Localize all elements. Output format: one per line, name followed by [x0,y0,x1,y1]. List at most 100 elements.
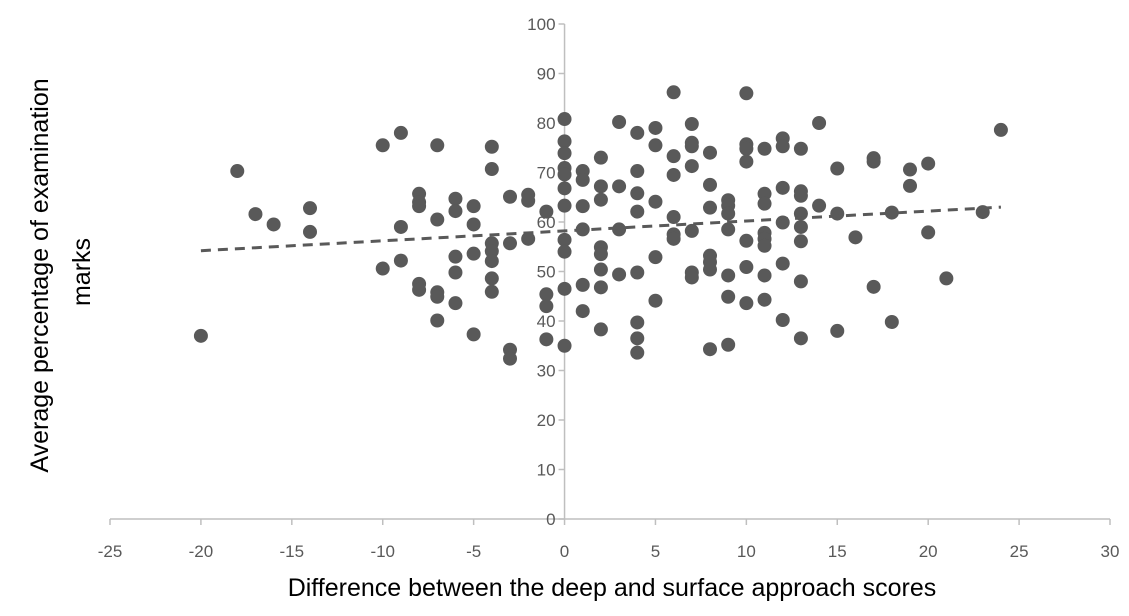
data-point [557,281,572,296]
data-point [466,217,481,232]
data-point [775,180,790,195]
data-point [757,186,772,201]
data-point [466,327,481,342]
x-tick-label: 15 [828,542,847,561]
y-tick-label: 40 [537,312,556,331]
x-tick-label: -20 [189,542,214,561]
data-point [248,207,263,222]
x-tick-label: -25 [98,542,123,561]
data-point [557,112,572,127]
data-point [575,277,590,292]
trendline-layer [200,205,1001,253]
data-point [612,115,627,130]
data-point [593,322,608,337]
data-point [921,225,936,240]
data-point [721,222,736,237]
data-point [793,274,808,289]
x-tick-label: 25 [1010,542,1029,561]
data-point [903,178,917,193]
data-point [666,149,681,164]
data-point [503,189,517,204]
data-point [703,200,717,215]
data-point [593,179,608,194]
x-tick-labels: -25 -20 -15 -10 -5 0 5 10 15 20 25 30 [98,519,1119,561]
data-point [666,167,681,182]
data-point [666,210,681,225]
data-point [484,284,499,299]
data-point [993,122,1008,137]
data-point [557,244,572,259]
data-point [793,234,808,249]
data-point [557,146,572,161]
data-point [684,159,699,174]
data-point [593,280,608,295]
data-point [684,223,699,238]
data-point [630,265,645,280]
x-tick-label: 10 [737,542,756,561]
data-point [630,331,645,346]
data-point [521,231,536,246]
y-tick-label: 90 [537,65,556,84]
data-point [521,193,536,208]
data-point [484,162,499,177]
data-point [648,120,663,135]
data-point [793,141,808,156]
y-tick-label: 20 [537,411,556,430]
data-point [903,162,917,177]
y-tick-label: 50 [537,263,556,282]
data-point [375,261,390,276]
data-point [757,268,772,283]
x-tick-label: -15 [280,542,305,561]
data-point [630,345,645,360]
data-point [503,236,517,251]
data-point [939,271,954,286]
data-point [266,217,281,232]
data-point [848,230,863,245]
data-point [484,271,499,286]
data-point [630,204,645,219]
data-point [648,138,663,153]
data-point [684,116,699,131]
data-point [739,260,754,275]
data-point [684,270,699,285]
data-point [557,232,572,247]
y-tick-label: 30 [537,362,556,381]
y-tick-label: 80 [537,114,556,133]
data-point [466,246,481,261]
data-point [430,138,445,153]
data-point [739,86,754,101]
data-point [866,279,881,294]
data-point [630,125,645,140]
data-point [393,125,408,140]
data-point [557,167,572,182]
data-point [448,249,463,264]
data-point [557,181,572,196]
data-point [775,313,790,328]
y-tick-label: 0 [546,510,555,529]
data-point [593,192,608,207]
data-point [539,287,554,302]
x-tick-label: 0 [560,542,569,561]
data-point [812,198,827,213]
data-point [739,296,754,311]
data-point [703,342,717,357]
data-point [430,313,445,328]
data-point [430,289,445,304]
data-point [630,315,645,330]
x-tick-label: 20 [919,542,938,561]
data-point [448,191,463,206]
data-point [703,145,717,160]
data-point [557,134,572,149]
data-point [648,293,663,308]
data-point [648,194,663,209]
data-point [775,139,790,154]
data-point [593,262,608,277]
data-point [793,188,808,203]
data-point [412,282,427,297]
data-point [757,196,772,211]
data-points [193,85,1008,366]
data-point [303,201,317,216]
data-point [393,219,408,234]
data-point [575,304,590,319]
y-axis-title: Average percentage of examination marks [26,71,96,472]
